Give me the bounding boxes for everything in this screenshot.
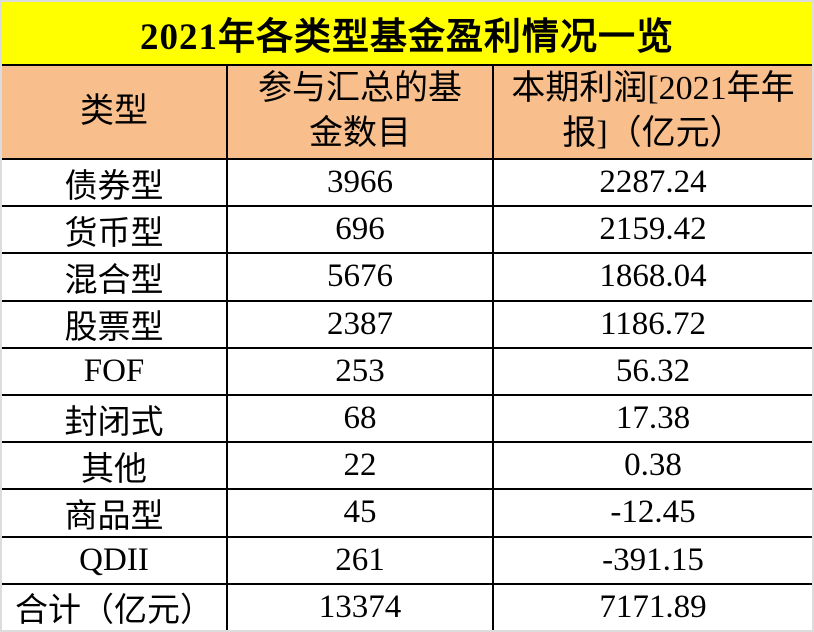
cell-fund-count: 68 — [228, 394, 494, 442]
cell-profit: 2287.24 — [494, 158, 812, 206]
cell-profit: 1868.04 — [494, 252, 812, 300]
cell-profit: 7171.89 — [494, 582, 812, 630]
cell-fund-count: 45 — [228, 488, 494, 536]
cell-type: 封闭式 — [2, 394, 228, 442]
cell-profit: 2159.42 — [494, 205, 812, 253]
column-header-profit: 本期利润[2021年年报]（亿元） — [494, 64, 812, 158]
cell-type: 合计（亿元） — [2, 582, 228, 630]
cell-type: 货币型 — [2, 205, 228, 253]
cell-fund-count: 3966 — [228, 158, 494, 206]
cell-fund-count: 696 — [228, 205, 494, 253]
cell-fund-count: 2387 — [228, 299, 494, 347]
cell-profit: -391.15 — [494, 535, 812, 583]
cell-fund-count: 5676 — [228, 252, 494, 300]
cell-type: FOF — [2, 346, 228, 394]
cell-profit: 0.38 — [494, 441, 812, 489]
cell-type: 股票型 — [2, 299, 228, 347]
cell-fund-count: 253 — [228, 346, 494, 394]
cell-fund-count: 13374 — [228, 582, 494, 630]
cell-profit: -12.45 — [494, 488, 812, 536]
column-header-fund-count: 参与汇总的基金数目 — [228, 64, 494, 158]
table-title: 2021年各类型基金盈利情况一览 — [2, 2, 812, 64]
cell-type: 商品型 — [2, 488, 228, 536]
cell-type: 其他 — [2, 441, 228, 489]
cell-type: 混合型 — [2, 252, 228, 300]
cell-type: QDII — [2, 535, 228, 583]
cell-profit: 17.38 — [494, 394, 812, 442]
cell-fund-count: 22 — [228, 441, 494, 489]
cell-fund-count: 261 — [228, 535, 494, 583]
column-header-type: 类型 — [2, 64, 228, 158]
cell-type: 债券型 — [2, 158, 228, 206]
cell-profit: 1186.72 — [494, 299, 812, 347]
cell-profit: 56.32 — [494, 346, 812, 394]
